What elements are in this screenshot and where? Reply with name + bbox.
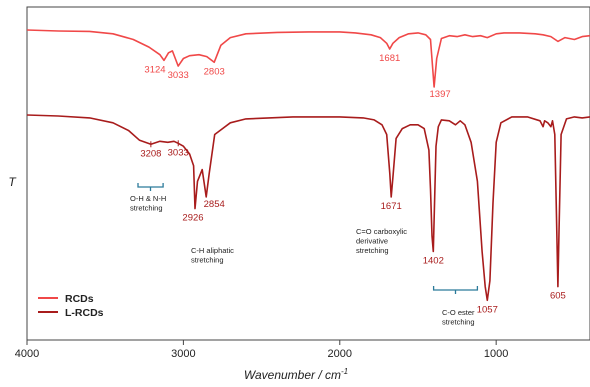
peak-label-l-rcds-1057: 1057 bbox=[477, 304, 498, 315]
x-tick-label-4000: 4000 bbox=[15, 348, 39, 360]
legend: RCDs L-RCDs bbox=[38, 293, 104, 319]
peak-label-l-rcds-3208: 3208 bbox=[140, 148, 161, 159]
plot-frame bbox=[26, 6, 590, 341]
peak-label-l-rcds-2854: 2854 bbox=[204, 199, 225, 210]
x-tick-label-2000: 2000 bbox=[328, 348, 352, 360]
annotation-3: C=O carboxylic derivative stretching bbox=[356, 227, 407, 255]
x-axis-title-main: Wavenumber / cm bbox=[244, 368, 341, 382]
peak-label-l-rcds-605: 605 bbox=[550, 291, 566, 302]
x-axis-title: Wavenumber / cm-1 bbox=[244, 367, 348, 382]
annotation-2-line-1: C-H aliphatic bbox=[191, 246, 234, 255]
series-line-rcds bbox=[26, 29, 590, 88]
annotation-4-line-2: stretching bbox=[442, 318, 475, 327]
peak-label-rcds-2803: 2803 bbox=[204, 66, 225, 77]
annotation-2: C-H aliphatic stretching bbox=[191, 246, 234, 265]
annotation-3-line-2: derivative bbox=[356, 237, 388, 246]
annotation-3-line-3: stretching bbox=[356, 246, 389, 255]
x-tick-label-3000: 3000 bbox=[171, 348, 195, 360]
annotation-bracket-1 bbox=[137, 183, 164, 191]
peak-label-rcds-1397: 1397 bbox=[430, 89, 451, 100]
series-layer bbox=[26, 29, 590, 302]
peak-label-rcds-3033: 3033 bbox=[168, 70, 189, 81]
peak-label-l-rcds-1671: 1671 bbox=[381, 201, 402, 212]
annotation-2-line-2: stretching bbox=[191, 256, 224, 265]
annotation-bracket-4 bbox=[432, 286, 479, 294]
annotation-4: C-O ester stretching bbox=[442, 308, 475, 327]
annotation-1-line-2: stretching bbox=[130, 204, 163, 213]
peak-label-rcds-3124: 3124 bbox=[144, 64, 165, 75]
annotation-3-line-1: C=O carboxylic bbox=[356, 227, 407, 236]
peak-label-l-rcds-2926: 2926 bbox=[182, 213, 203, 224]
x-tick-label-1000: 1000 bbox=[484, 348, 508, 360]
y-axis-title: T bbox=[8, 175, 17, 189]
legend-label-l-rcds: L-RCDs bbox=[65, 307, 104, 319]
peak-label-l-rcds-1402: 1402 bbox=[423, 256, 444, 267]
annotation-1-line-1: O-H & N-H bbox=[130, 194, 166, 203]
legend-label-rcds: RCDs bbox=[65, 293, 94, 305]
peak-label-rcds-1681: 1681 bbox=[379, 53, 400, 64]
plot-area bbox=[26, 6, 590, 341]
annotation-4-line-1: C-O ester bbox=[442, 308, 475, 317]
x-axis-ticks: 4000 3000 2000 1000 bbox=[15, 340, 508, 360]
series-line-l-rcds bbox=[26, 114, 590, 302]
x-axis-title-superscript: -1 bbox=[341, 367, 348, 376]
peak-label-l-rcds-3033: 3033 bbox=[168, 147, 189, 158]
annotation-1: O-H & N-H stretching bbox=[130, 194, 166, 213]
